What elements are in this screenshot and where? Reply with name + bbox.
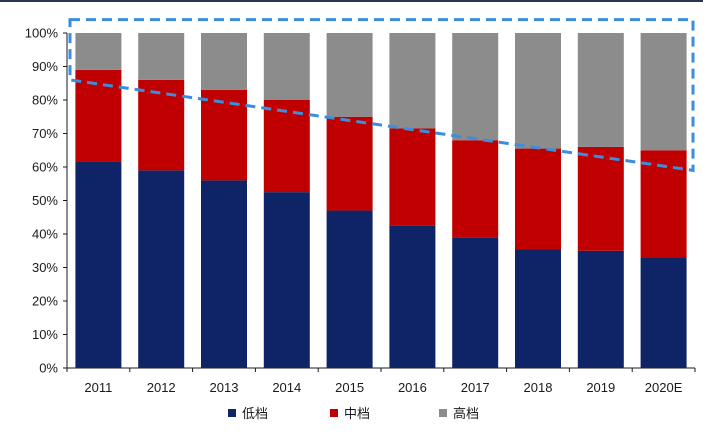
y-tick-label: 80% xyxy=(32,93,58,108)
x-tick-label: 2019 xyxy=(586,380,615,395)
y-tick-label: 100% xyxy=(25,26,59,41)
bar-segment-low xyxy=(577,250,624,368)
y-tick-label: 90% xyxy=(32,59,58,74)
bar-segment-high xyxy=(389,33,436,129)
bar-segment-low xyxy=(640,257,687,368)
x-tick-label: 2016 xyxy=(398,380,427,395)
y-tick-label: 20% xyxy=(32,294,58,309)
top-rule xyxy=(0,0,703,2)
bar-segment-mid xyxy=(326,116,373,211)
x-tick-label: 2018 xyxy=(524,380,553,395)
bar-segment-low xyxy=(389,225,436,368)
bar-segment-mid xyxy=(138,79,185,171)
x-tick-label: 2015 xyxy=(335,380,364,395)
bar-segment-low xyxy=(515,249,561,368)
legend-label-low: 低档 xyxy=(242,406,268,421)
bar-segment-mid xyxy=(452,140,499,238)
y-tick-label: 70% xyxy=(32,126,58,141)
bar-segment-low xyxy=(138,170,185,368)
y-tick-label: 10% xyxy=(32,327,58,342)
bar-segment-low xyxy=(75,161,122,368)
bar-segment-high xyxy=(640,33,687,151)
bar-segment-low xyxy=(452,237,499,368)
x-tick-label: 2012 xyxy=(147,380,176,395)
bar-segment-mid xyxy=(389,128,436,226)
y-tick-label: 50% xyxy=(32,193,58,208)
bar-segment-high xyxy=(263,33,310,100)
bar-segment-high xyxy=(138,33,185,80)
y-tick-label: 30% xyxy=(32,260,58,275)
x-tick-label: 2011 xyxy=(84,380,112,395)
bar-segment-high xyxy=(515,33,561,149)
y-tick-label: 60% xyxy=(32,160,58,175)
x-tick-label: 2013 xyxy=(210,380,239,395)
legend-label-high: 高档 xyxy=(453,406,479,421)
dashed-annotation-box xyxy=(68,18,695,173)
legend-label-mid: 中档 xyxy=(344,406,370,421)
bar-segment-high xyxy=(326,33,373,117)
x-tick-label: 2014 xyxy=(272,380,301,395)
bar-segment-high xyxy=(75,33,122,70)
bar-segment-low xyxy=(201,180,247,368)
y-tick-label: 0% xyxy=(39,361,58,376)
bar-segment-high xyxy=(201,33,247,90)
legend-swatch-mid xyxy=(330,409,338,417)
bar-segment-mid xyxy=(263,100,310,193)
bar-segment-low xyxy=(263,192,310,368)
legend-swatch-low xyxy=(228,409,236,417)
bar-segment-mid xyxy=(75,69,122,162)
y-tick-label: 40% xyxy=(32,227,58,242)
x-tick-label: 2020E xyxy=(645,380,683,395)
legend-swatch-high xyxy=(439,409,447,417)
bar-segment-high xyxy=(452,33,499,141)
bar-segment-low xyxy=(326,210,373,368)
bar-segment-high xyxy=(577,33,624,147)
x-tick-label: 2017 xyxy=(461,380,490,395)
bar-segment-mid xyxy=(201,89,247,181)
bar-segment-mid xyxy=(577,146,624,251)
bar-segment-mid xyxy=(515,148,561,250)
